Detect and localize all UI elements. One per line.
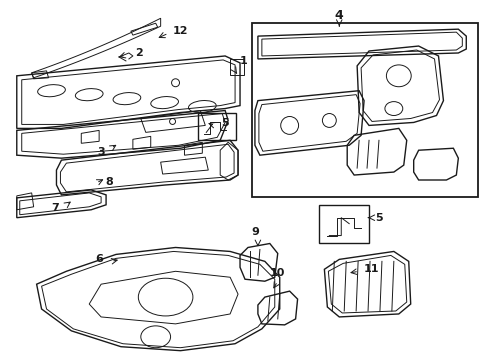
Text: 10: 10 — [270, 268, 286, 278]
Bar — [252, 23, 478, 197]
Text: 6: 6 — [95, 255, 103, 264]
Text: 1: 1 — [240, 56, 248, 66]
Text: 7: 7 — [51, 203, 59, 213]
Bar — [230, 59, 244, 75]
Bar — [198, 113, 236, 140]
Text: 11: 11 — [363, 264, 379, 274]
Text: 12: 12 — [173, 26, 188, 36]
Text: 8: 8 — [105, 177, 113, 187]
Text: 9: 9 — [251, 226, 259, 237]
Text: 4: 4 — [335, 9, 343, 22]
Text: 5: 5 — [221, 118, 229, 129]
Bar — [319, 205, 369, 243]
Text: 2: 2 — [135, 48, 143, 58]
Text: 5: 5 — [375, 213, 383, 223]
Text: 3: 3 — [98, 147, 105, 157]
